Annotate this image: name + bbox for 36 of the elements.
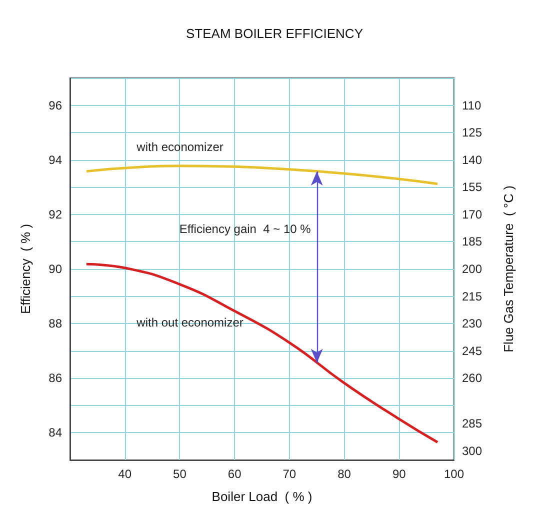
y2-tick-label: 285 bbox=[462, 416, 482, 431]
y-tick-label: 94 bbox=[48, 152, 62, 167]
x-tick-label: 70 bbox=[282, 467, 296, 481]
line-series bbox=[85, 262, 439, 444]
y-tick-label: 88 bbox=[48, 316, 62, 331]
x-tick-label: 80 bbox=[338, 467, 352, 481]
series-label: with economizer bbox=[136, 140, 224, 154]
y2-tick-label: 245 bbox=[462, 344, 482, 358]
x-tick-label: 40 bbox=[118, 467, 132, 481]
y2-axis-title: Flue Gas Temperature ( °C ) bbox=[501, 186, 516, 352]
x-axis-title: Boiler Load ( % ) bbox=[212, 489, 312, 504]
x-tick-label: 50 bbox=[173, 467, 187, 481]
y-tick-label: 92 bbox=[48, 207, 62, 222]
y2-tick-label: 300 bbox=[462, 444, 482, 458]
x-tick-label: 60 bbox=[228, 467, 242, 481]
y2-tick-label: 200 bbox=[462, 262, 482, 276]
y2-tick-label: 260 bbox=[462, 371, 482, 386]
y2-tick-label: 155 bbox=[462, 180, 482, 194]
y-tick-label: 86 bbox=[48, 371, 62, 386]
x-tick-label: 90 bbox=[392, 467, 406, 481]
y-tick-label: 90 bbox=[48, 262, 62, 276]
x-tick-label: 100 bbox=[444, 467, 464, 481]
y-tick-label: 96 bbox=[48, 98, 62, 112]
y2-tick-label: 140 bbox=[462, 152, 482, 167]
y2-tick-label: 110 bbox=[462, 98, 482, 112]
y2-tick-label: 185 bbox=[462, 234, 482, 249]
y-axis-title: Efficiency ( % ) bbox=[18, 224, 33, 314]
series-label: with out economizer bbox=[136, 315, 244, 330]
annotation: Efficiency gain 4 ~ 10 % bbox=[179, 222, 312, 236]
y-tick-label: 84 bbox=[48, 426, 62, 440]
chart-title: STEAM BOILER EFFICIENCY bbox=[186, 26, 364, 41]
y2-tick-label: 170 bbox=[462, 207, 482, 222]
line-series bbox=[85, 164, 439, 186]
y2-tick-label: 125 bbox=[462, 126, 482, 140]
y2-tick-label: 230 bbox=[462, 316, 482, 331]
y2-tick-label: 215 bbox=[462, 289, 482, 304]
